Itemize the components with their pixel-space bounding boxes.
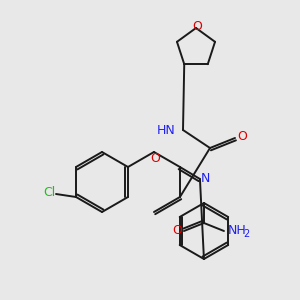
Text: O: O: [150, 152, 160, 166]
Text: 2: 2: [243, 229, 249, 239]
Text: N: N: [200, 172, 210, 185]
Text: O: O: [237, 130, 247, 143]
Text: O: O: [192, 20, 202, 34]
Text: Cl: Cl: [43, 185, 55, 199]
Text: HN: HN: [156, 124, 175, 136]
Text: O: O: [172, 224, 182, 238]
Text: NH: NH: [228, 224, 247, 238]
